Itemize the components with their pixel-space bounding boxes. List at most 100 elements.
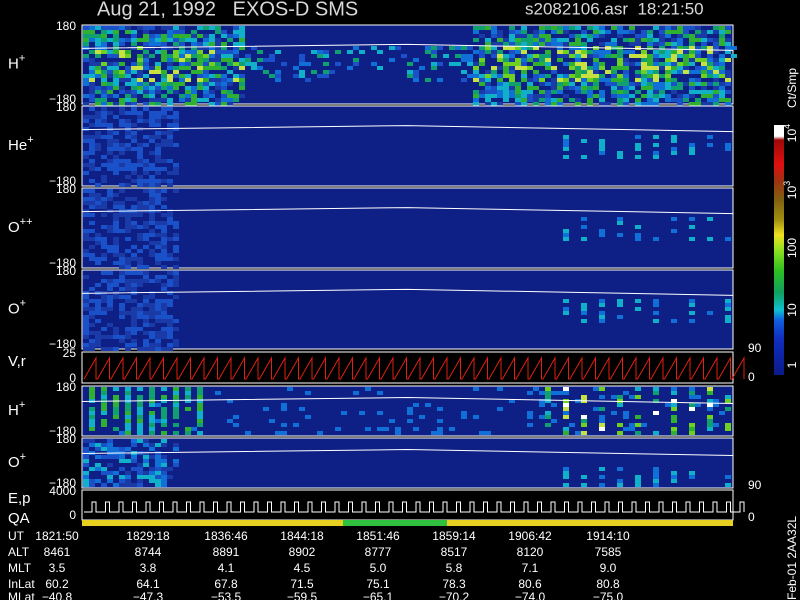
table-cell: 1906:42 bbox=[508, 529, 552, 543]
spectrogram-cell bbox=[719, 98, 725, 102]
spectrogram-cell bbox=[161, 419, 167, 423]
spectrogram-cell bbox=[497, 30, 503, 34]
spectrogram-cell bbox=[143, 167, 149, 171]
spectrogram-cell bbox=[707, 143, 713, 147]
spectrogram-cell bbox=[89, 253, 95, 257]
table-cell: 4.1 bbox=[218, 561, 235, 575]
spectrogram-cell bbox=[725, 427, 731, 431]
spectrogram-cell bbox=[143, 94, 149, 98]
spectrogram-cell bbox=[713, 26, 719, 30]
spectrogram-cell bbox=[191, 86, 197, 90]
spectrogram-cell bbox=[83, 253, 89, 257]
table-cell: −53.5 bbox=[211, 590, 242, 600]
spectrogram-cell bbox=[89, 90, 95, 94]
spectrogram-cell bbox=[173, 447, 179, 451]
spectrogram-cell bbox=[665, 94, 671, 98]
spectrogram-cell bbox=[227, 34, 233, 38]
table-cell: 9.0 bbox=[600, 561, 617, 575]
spectrogram-cell bbox=[593, 54, 599, 58]
spectrogram-cell bbox=[209, 50, 215, 54]
spectrogram-cell bbox=[617, 94, 623, 98]
spectrogram-cell bbox=[221, 98, 227, 102]
colorbar-tick-label: 100 bbox=[785, 238, 799, 258]
spectrogram-cell bbox=[473, 66, 479, 70]
spectrogram-cell bbox=[653, 483, 659, 487]
spectrogram-cell bbox=[119, 483, 125, 487]
spectrogram-cell bbox=[533, 62, 539, 66]
spectrogram-cell bbox=[89, 483, 95, 487]
spectrogram-cell bbox=[275, 74, 281, 78]
spectrogram-cell bbox=[203, 66, 209, 70]
spectrogram-cell bbox=[227, 98, 233, 102]
spectrogram-cell bbox=[83, 58, 89, 62]
spectrogram-cell bbox=[659, 90, 665, 94]
spectrogram-cell bbox=[581, 42, 587, 46]
spectrogram-cell bbox=[89, 347, 95, 351]
spectrogram-cell bbox=[107, 225, 113, 229]
spectrogram-cell bbox=[713, 30, 719, 34]
spectrogram-cell bbox=[95, 197, 101, 201]
spectrogram-cell bbox=[491, 34, 497, 38]
spectrogram-cell bbox=[95, 261, 101, 265]
spectrogram-cell bbox=[377, 50, 383, 54]
spectrogram-cell bbox=[551, 70, 557, 74]
spectrogram-cell bbox=[569, 86, 575, 90]
spectrogram-cell bbox=[155, 475, 161, 479]
spectrogram-cell bbox=[203, 90, 209, 94]
layer: H+180−180He+180−180O++180−180O+180−180V,… bbox=[8, 19, 762, 527]
spectrogram-cell bbox=[95, 479, 101, 483]
spectrogram-cell bbox=[533, 94, 539, 98]
spectrogram-cell bbox=[677, 94, 683, 98]
spectrogram-cell bbox=[149, 197, 155, 201]
spectrogram-cell bbox=[587, 34, 593, 38]
spectrogram-cell bbox=[167, 213, 173, 217]
spectrogram-cell bbox=[545, 26, 551, 30]
spectrogram-cell bbox=[671, 471, 677, 475]
spectrogram-cell bbox=[653, 135, 659, 139]
spectrogram-cell bbox=[563, 307, 569, 311]
spectrogram-cell bbox=[647, 42, 653, 46]
spectrogram-cell bbox=[149, 415, 155, 419]
spectrogram-cell bbox=[161, 299, 167, 303]
spectrogram-cell bbox=[581, 82, 587, 86]
spectrogram-cell bbox=[671, 82, 677, 86]
spectrogram-cell bbox=[533, 38, 539, 42]
spectrogram-cell bbox=[539, 399, 545, 403]
spectrogram-cell bbox=[689, 82, 695, 86]
spectrogram-cell bbox=[167, 123, 173, 127]
spectrogram-cell bbox=[725, 399, 731, 403]
spectrogram-cell bbox=[155, 221, 161, 225]
spectrogram-cell bbox=[653, 82, 659, 86]
spectrogram-cell bbox=[695, 34, 701, 38]
spectrogram-cell bbox=[659, 34, 665, 38]
spectrogram-cell bbox=[641, 70, 647, 74]
spectrogram-cell bbox=[149, 467, 155, 471]
spectrogram-cell bbox=[545, 58, 551, 62]
spectrogram-cell bbox=[719, 74, 725, 78]
spectrogram-cell bbox=[167, 343, 173, 347]
spectrogram-cell bbox=[719, 94, 725, 98]
spectrogram-cell bbox=[113, 407, 119, 411]
spectrogram-cell bbox=[617, 467, 623, 471]
spectrogram-cell bbox=[113, 143, 119, 147]
spectrogram-cell bbox=[137, 237, 143, 241]
spectrogram-cell bbox=[137, 307, 143, 311]
spectrogram-cell bbox=[671, 58, 677, 62]
spectrogram-cell bbox=[137, 70, 143, 74]
spectrogram-cell bbox=[107, 167, 113, 171]
spectrogram-cell bbox=[89, 311, 95, 315]
spectrogram-cell bbox=[539, 415, 545, 419]
spectrogram-cell bbox=[113, 241, 119, 245]
spectrogram-cell bbox=[143, 50, 149, 54]
spectrogram-cell bbox=[575, 58, 581, 62]
spectrogram-cell bbox=[677, 50, 683, 54]
spectrogram-cell bbox=[131, 38, 137, 42]
spectrogram-cell bbox=[173, 233, 179, 237]
spectrogram-cell bbox=[473, 98, 479, 102]
spectrogram-cell bbox=[101, 245, 107, 249]
spectrogram-cell bbox=[617, 66, 623, 70]
spectrogram-cell bbox=[623, 415, 629, 419]
spectrogram-cell bbox=[671, 139, 677, 143]
spectrogram-cell bbox=[629, 395, 635, 399]
spectrogram-cell bbox=[149, 335, 155, 339]
